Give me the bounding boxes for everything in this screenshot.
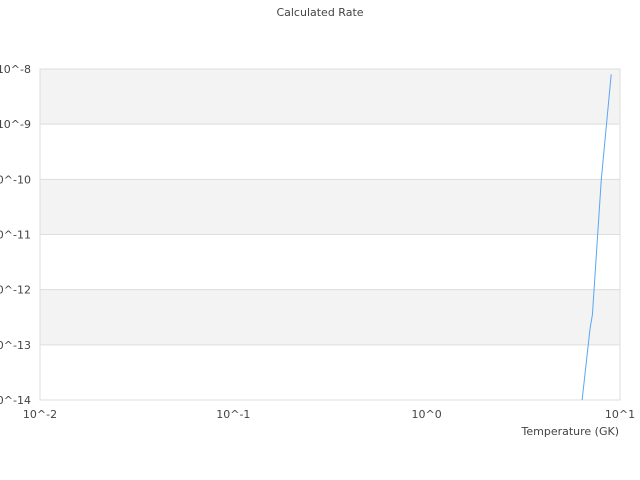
y-tick-label: 10^-9 — [0, 118, 31, 131]
y-tick-label: 10^-10 — [0, 173, 31, 186]
grid-band — [40, 289, 620, 345]
y-tick-label: 10^-8 — [0, 63, 31, 76]
plot-border — [39, 68, 621, 401]
grid-band — [40, 344, 620, 400]
series-line — [581, 74, 612, 401]
x-tick-label: 10^-1 — [216, 408, 250, 421]
grid-band — [40, 69, 620, 125]
y-tick-label: 10^-13 — [0, 339, 31, 352]
grid-band — [40, 124, 620, 180]
x-axis-label: Temperature (GK) — [521, 425, 620, 438]
y-tick-label: 10^-14 — [0, 394, 31, 407]
y-tick-label: 10^-11 — [0, 229, 31, 242]
x-tick-label: 10^1 — [605, 408, 635, 421]
y-tick-label: 10^-12 — [0, 284, 31, 297]
chart-title: Calculated Rate — [276, 6, 363, 19]
x-tick-label: 10^-2 — [23, 408, 57, 421]
grid-band — [40, 179, 620, 235]
grid-band — [40, 234, 620, 290]
x-tick-label: 10^0 — [412, 408, 442, 421]
